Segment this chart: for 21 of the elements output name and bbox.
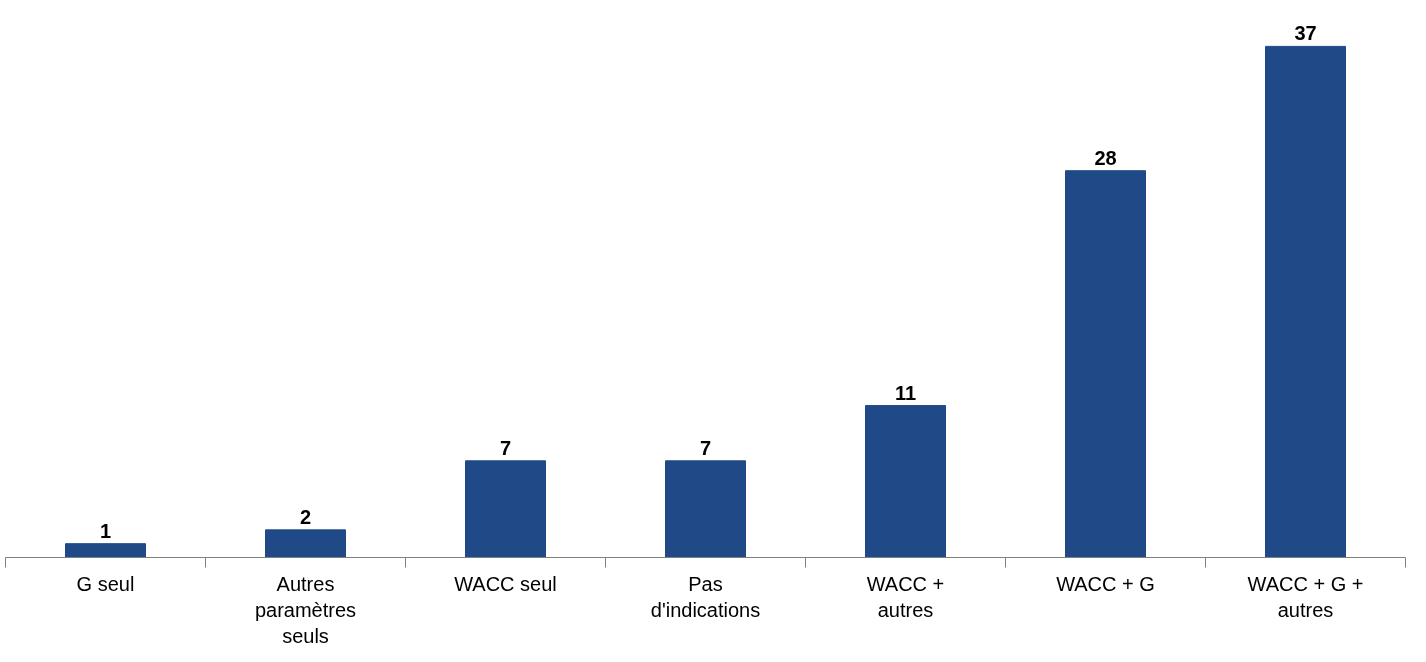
data-label: 7: [499, 436, 512, 459]
x-tick-label: WACC + autres: [866, 572, 945, 621]
data-label: 11: [894, 381, 917, 404]
bar: [865, 405, 946, 558]
data-label: 7: [699, 436, 712, 459]
x-tick-label: Pas d'indications: [650, 572, 761, 621]
bar: [265, 529, 346, 558]
data-label: 28: [1094, 146, 1117, 169]
x-tick-label: WACC seul: [454, 572, 557, 595]
x-tick-label: WACC + G + autres: [1247, 572, 1364, 621]
data-label: 37: [1294, 22, 1317, 45]
x-tick-label: G seul: [76, 572, 135, 595]
bar: [1065, 170, 1146, 558]
data-label: 2: [299, 505, 312, 528]
data-label: 1: [99, 519, 112, 542]
bar: [1265, 45, 1346, 558]
x-tick-label: Autres paramètres seuls: [254, 572, 357, 648]
x-tick-label: WACC + G: [1056, 572, 1155, 595]
bar: [665, 460, 746, 558]
bar: [65, 543, 146, 558]
bar: [465, 460, 546, 558]
